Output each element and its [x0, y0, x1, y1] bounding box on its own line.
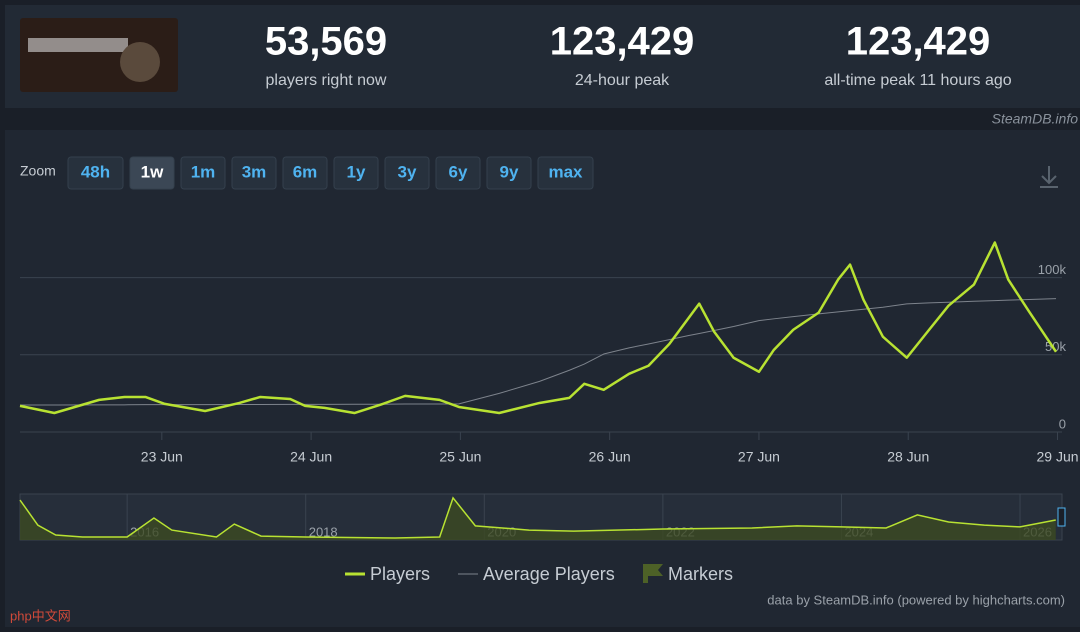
- legend-symbol: [643, 564, 663, 583]
- y-tick-label: 0: [1059, 416, 1066, 431]
- chart-panel: [5, 130, 1080, 627]
- zoom-button[interactable]: [486, 156, 532, 190]
- zoom-button[interactable]: [129, 156, 175, 190]
- zoom-button-label[interactable]: 6y: [449, 162, 468, 181]
- zoom-button-label[interactable]: 3m: [242, 162, 267, 181]
- x-tick-label: 28 Jun: [887, 449, 929, 465]
- zoom-button-label[interactable]: 3y: [398, 162, 417, 181]
- stat-value: 123,429: [550, 20, 695, 64]
- zoom-button[interactable]: [333, 156, 379, 190]
- average-line: [20, 298, 1057, 406]
- zoom-button-label[interactable]: 9y: [500, 162, 519, 181]
- download-icon[interactable]: [1040, 166, 1058, 188]
- stat-label: players right now: [266, 72, 387, 89]
- x-tick-label: 25 Jun: [439, 449, 481, 465]
- stat-label: all-time peak 11 hours ago: [824, 72, 1011, 89]
- x-tick-label: 23 Jun: [141, 449, 183, 465]
- stat-value: 53,569: [265, 20, 387, 64]
- watermark: SteamDB.info: [992, 111, 1079, 127]
- zoom-button[interactable]: [282, 156, 328, 190]
- players-line: [19, 241, 1058, 415]
- credit: data by SteamDB.info (powered by highcha…: [767, 592, 1065, 607]
- navigator-handle[interactable]: [1057, 507, 1066, 527]
- zoom-button-label[interactable]: 6m: [293, 162, 318, 181]
- stat-label: 24-hour peak: [575, 72, 670, 89]
- legend-label[interactable]: Players: [370, 564, 430, 584]
- x-tick-label: 27 Jun: [738, 449, 780, 465]
- zoom-button[interactable]: [435, 156, 481, 190]
- zoom-button[interactable]: [180, 156, 226, 190]
- navigator-area: [20, 497, 1056, 540]
- zoom-button-label[interactable]: max: [548, 162, 583, 181]
- header-panel: [5, 5, 1080, 108]
- zoom-button[interactable]: [231, 156, 277, 190]
- navigator-line: [19, 496, 1056, 539]
- navigator-tick-label: 2018: [309, 524, 338, 539]
- zoom-label: Zoom: [20, 163, 56, 179]
- legend-label[interactable]: Average Players: [483, 564, 615, 584]
- game-art: [120, 42, 160, 82]
- corner-watermark: php中文网: [10, 608, 71, 623]
- zoom-button[interactable]: [384, 156, 430, 190]
- zoom-button-label[interactable]: 1y: [347, 162, 366, 181]
- x-tick-label: 29 Jun: [1036, 449, 1078, 465]
- x-tick-label: 26 Jun: [589, 449, 631, 465]
- stat-value: 123,429: [846, 20, 991, 64]
- zoom-button[interactable]: [67, 156, 124, 190]
- game-logo: [28, 38, 128, 52]
- zoom-button-label[interactable]: 1w: [141, 162, 164, 181]
- y-tick-label: 100k: [1038, 262, 1067, 277]
- legend-label[interactable]: Markers: [668, 564, 733, 584]
- zoom-button-label[interactable]: 48h: [81, 162, 110, 181]
- x-tick-label: 24 Jun: [290, 449, 332, 465]
- zoom-button-label[interactable]: 1m: [191, 162, 216, 181]
- zoom-button[interactable]: [537, 156, 594, 190]
